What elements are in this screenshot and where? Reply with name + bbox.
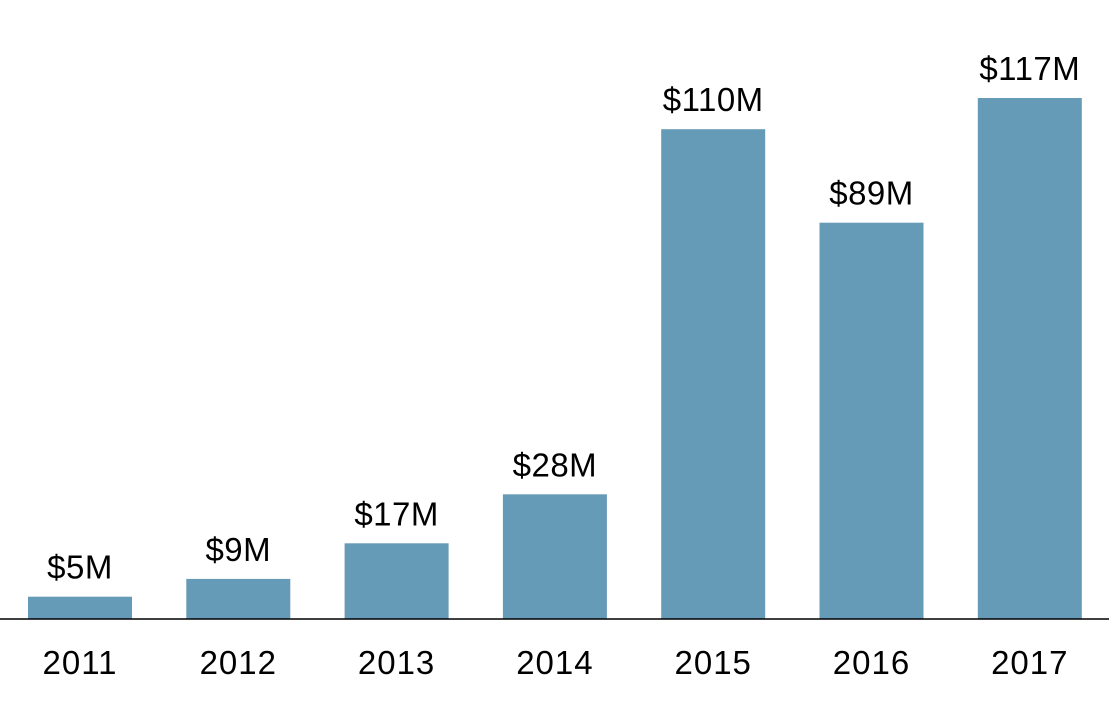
x-tick-label-2011: 2011 bbox=[43, 644, 118, 681]
bar-2012 bbox=[186, 578, 291, 619]
bar-2016 bbox=[819, 222, 924, 619]
bar-2015 bbox=[661, 129, 766, 619]
x-tick-label-2015: 2015 bbox=[674, 644, 751, 681]
bar-2017 bbox=[977, 98, 1082, 619]
value-label-2013: $17M bbox=[354, 495, 439, 532]
value-label-2012: $9M bbox=[205, 531, 271, 568]
bars-group bbox=[28, 98, 1082, 619]
x-tick-label-2013: 2013 bbox=[358, 644, 435, 681]
x-tick-label-2017: 2017 bbox=[991, 644, 1068, 681]
value-label-2015: $110M bbox=[663, 81, 764, 118]
value-labels-group: $5M $9M $17M $28M $110M $89M $117M bbox=[47, 50, 1080, 586]
value-label-2014: $28M bbox=[513, 446, 598, 483]
bar-2011 bbox=[28, 596, 132, 619]
value-label-2017: $117M bbox=[979, 50, 1080, 87]
value-label-2011: $5M bbox=[47, 549, 113, 586]
bar-2014 bbox=[502, 494, 607, 619]
x-tick-label-2016: 2016 bbox=[833, 644, 910, 681]
x-tick-label-2014: 2014 bbox=[516, 644, 593, 681]
x-tick-label-2012: 2012 bbox=[200, 644, 277, 681]
bar-2013 bbox=[344, 543, 449, 619]
value-label-2016: $89M bbox=[829, 175, 914, 212]
x-tick-labels-group: 2011 2012 2013 2014 2015 2016 2017 bbox=[43, 644, 1068, 681]
